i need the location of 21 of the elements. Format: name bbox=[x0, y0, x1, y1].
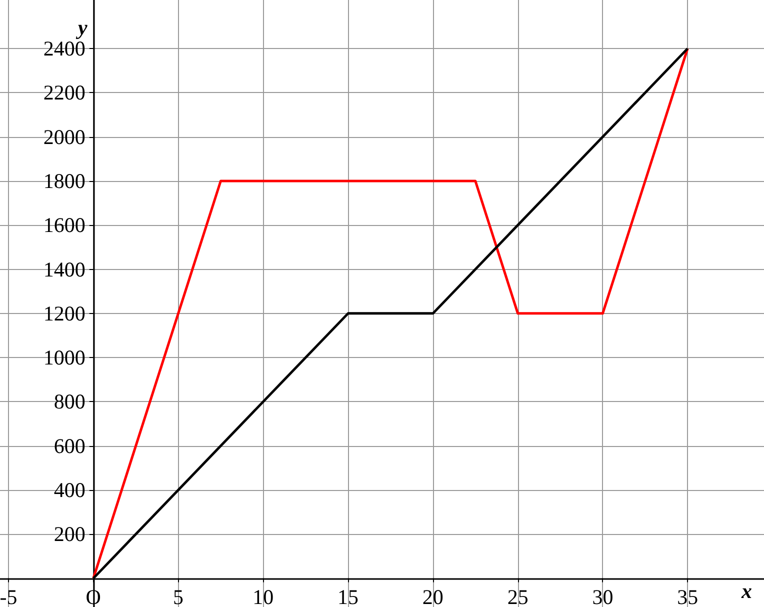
y-tick-label: 1400 bbox=[43, 257, 86, 282]
x-tick-label: 15 bbox=[338, 584, 359, 607]
x-tick-label: -5 bbox=[0, 584, 18, 607]
x-tick-label: 5 bbox=[173, 584, 184, 607]
y-tick-label: 2200 bbox=[43, 80, 86, 105]
y-tick-label: 600 bbox=[54, 434, 86, 458]
x-tick-label: 30 bbox=[592, 584, 614, 607]
x-tick-label: 20 bbox=[422, 584, 444, 607]
y-tick-label: 1200 bbox=[43, 301, 86, 326]
y-tick-label: 1000 bbox=[43, 346, 86, 370]
x-tick-label: 10 bbox=[252, 584, 274, 607]
y-tick-label: 1800 bbox=[43, 168, 86, 193]
y-tick-label: 400 bbox=[54, 478, 86, 502]
x-tick-label: 35 bbox=[677, 584, 698, 607]
y-tick-label: 800 bbox=[54, 390, 86, 414]
y-tick-label: 1600 bbox=[43, 213, 86, 238]
y-axis-title: y bbox=[75, 16, 88, 40]
x-axis-title: x bbox=[740, 578, 752, 603]
y-tick-label: 200 bbox=[54, 522, 86, 546]
x-tick-label: 25 bbox=[507, 584, 528, 607]
y-tick-label: 2000 bbox=[43, 124, 86, 149]
